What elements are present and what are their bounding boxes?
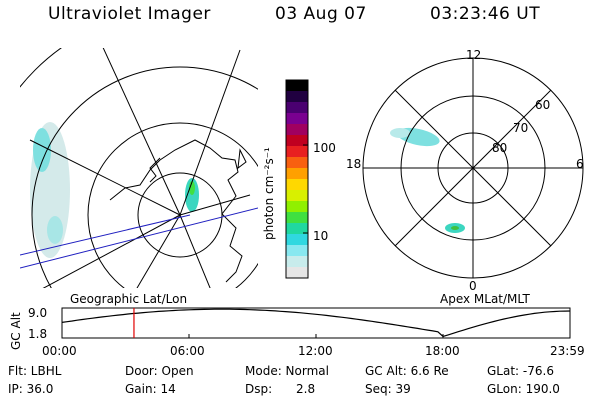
gain-info: Gain: 14 bbox=[125, 382, 176, 396]
colorbar-band bbox=[286, 102, 308, 114]
colorbar-tick-100: 100 bbox=[313, 141, 336, 155]
colorbar-band bbox=[286, 234, 308, 246]
timeline-xtick-4: 23:59 bbox=[550, 344, 585, 358]
seq-info: Seq: 39 bbox=[365, 382, 411, 396]
apex-caption: Apex MLat/MLT bbox=[440, 292, 530, 306]
door-info: Door: Open bbox=[125, 364, 194, 378]
colorbar-band bbox=[286, 223, 308, 235]
timeline-ylabel: GC Alt bbox=[9, 312, 23, 350]
colorbar-band bbox=[286, 267, 308, 279]
colorbar-tick-10: 10 bbox=[313, 229, 329, 243]
colorbar-band bbox=[286, 212, 308, 224]
colorbar-band bbox=[286, 256, 308, 268]
instrument-title: Ultraviolet Imager bbox=[48, 4, 211, 24]
colorbar-band bbox=[286, 190, 308, 202]
colorbar-band bbox=[286, 146, 308, 158]
timeline-xtick-0: 00:00 bbox=[42, 344, 77, 358]
mlt-label-18: 18 bbox=[346, 157, 362, 171]
dsp-label: Dsp: bbox=[245, 382, 273, 396]
timeline-xtick-1: 06:00 bbox=[170, 344, 205, 358]
timeline-ytick-low: 1.8 bbox=[28, 327, 48, 341]
colorbar-band bbox=[286, 168, 308, 180]
mlat-label-80: 80 bbox=[492, 141, 508, 155]
glat-info: GLat: -76.6 bbox=[487, 364, 554, 378]
mode-info: Mode: Normal bbox=[245, 364, 329, 378]
mlt-label-12: 12 bbox=[466, 48, 482, 62]
gc-alt-info: GC Alt: 6.6 Re bbox=[365, 364, 449, 378]
mlt-label-6: 6 bbox=[576, 157, 584, 171]
colorbar-band bbox=[286, 245, 308, 257]
geographic-caption: Geographic Lat/Lon bbox=[70, 292, 188, 306]
colorbar-frame bbox=[285, 79, 309, 279]
colorbar-band bbox=[286, 157, 308, 169]
time-label: 03:23:46 UT bbox=[430, 4, 541, 24]
dsp-value: 2.8 bbox=[296, 382, 316, 396]
colorbar-band bbox=[286, 113, 308, 125]
timeline-xtick-3: 18:00 bbox=[425, 344, 460, 358]
colorbar-band bbox=[286, 80, 308, 92]
glon-info: GLon: 190.0 bbox=[487, 382, 560, 396]
date-label: 03 Aug 07 bbox=[275, 4, 367, 24]
mlat-label-70: 70 bbox=[513, 121, 529, 135]
colorbar-band bbox=[286, 201, 308, 213]
colorbar-band bbox=[286, 135, 308, 147]
colorbar-band bbox=[286, 124, 308, 136]
timeline-ytick-high: 9.0 bbox=[28, 306, 48, 320]
altitude-curve bbox=[61, 308, 571, 338]
ip-info: IP: 36.0 bbox=[8, 382, 54, 396]
timeline-xtick-2: 12:00 bbox=[298, 344, 333, 358]
colorbar-band bbox=[286, 91, 308, 103]
filter-info: Flt: LBHL bbox=[8, 364, 62, 378]
mlt-label-0: 0 bbox=[469, 279, 477, 293]
mlat-label-60: 60 bbox=[535, 98, 551, 112]
colorbar-band bbox=[286, 179, 308, 191]
